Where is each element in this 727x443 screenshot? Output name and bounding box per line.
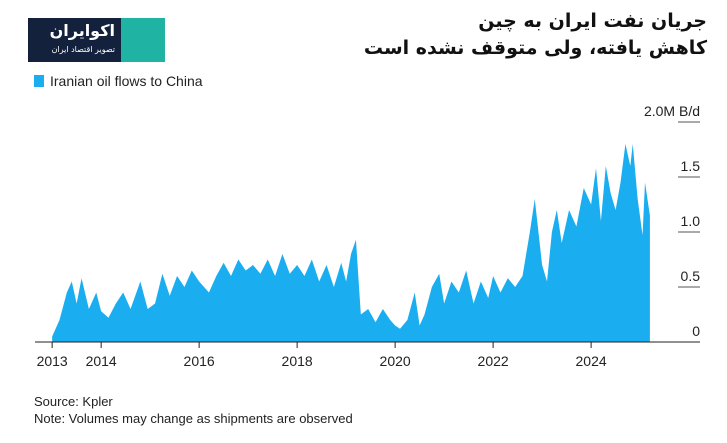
- chart: Iranian oil flows to China 0 0.5 1.0 1.5 2.0M…: [34, 73, 701, 369]
- title-line: کاهش یافته، ولی متوقف نشده است: [363, 37, 707, 59]
- x-tick-label: 2020: [380, 353, 411, 369]
- x-tick-label: 2013: [37, 353, 68, 369]
- title-line: جریان نفت ایران به چین: [478, 10, 707, 32]
- chart-title: جریان نفت ایران به چین کاهش یافته، ولی م…: [364, 8, 707, 62]
- y-tick-label: 0.5: [681, 268, 701, 284]
- legend-swatch: [34, 75, 44, 87]
- x-tick-label: 2016: [184, 353, 215, 369]
- logo-icon: [121, 18, 165, 62]
- legend-label: Iranian oil flows to China: [50, 73, 203, 89]
- x-tick-label: 2018: [282, 353, 313, 369]
- y-tick-label: 1.0: [681, 213, 701, 229]
- y-tick-label: 1.5: [681, 158, 701, 174]
- y-tick-label: 2.0M B/d: [644, 103, 700, 119]
- x-tick-label: 2022: [478, 353, 509, 369]
- area: [52, 144, 650, 342]
- logo-tagline: تصویر اقتصاد ایران: [51, 45, 115, 54]
- logo: اکوایران تصویر اقتصاد ایران: [28, 18, 165, 62]
- note: Note: Volumes may change as shipments ar…: [34, 411, 353, 426]
- x-tick-label: 2024: [576, 353, 607, 369]
- source: Source: Kpler: [34, 394, 113, 409]
- x-tick-label: 2014: [86, 353, 117, 369]
- logo-name: اکوایران: [49, 21, 115, 40]
- y-tick-label: 0: [692, 323, 700, 339]
